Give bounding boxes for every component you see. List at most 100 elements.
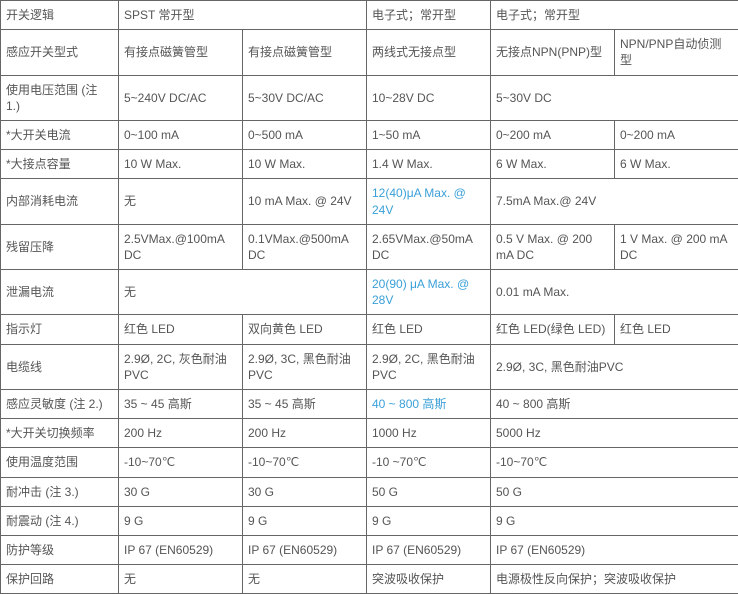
cell: 0.01 mA Max.: [491, 270, 738, 315]
cell: 200 Hz: [119, 419, 243, 448]
label: 感应开关型式: [1, 30, 119, 75]
cell: 0~200 mA: [491, 120, 615, 149]
cell: 9 G: [243, 506, 367, 535]
cell: 2.9Ø, 3C, 黑色耐油PVC: [243, 344, 367, 389]
label: 内部消耗电流: [1, 179, 119, 224]
cell: 1 V Max. @ 200 mA DC: [615, 224, 738, 269]
cell: 红色 LED: [615, 315, 738, 344]
cell: 35 ~ 45 高斯: [243, 390, 367, 419]
cell: 无: [243, 565, 367, 594]
label: 电缆线: [1, 344, 119, 389]
cell: 0~200 mA: [615, 120, 738, 149]
cell: -10 ~70℃: [367, 448, 491, 477]
row-consumption: 内部消耗电流 无 10 mA Max. @ 24V 12(40)μA Max. …: [1, 179, 738, 224]
cell: IP 67 (EN60529): [119, 535, 243, 564]
cell: 无: [119, 565, 243, 594]
cell: 10 mA Max. @ 24V: [243, 179, 367, 224]
spec-table: 开关逻辑 SPST 常开型 电子式；常开型 电子式；常开型 感应开关型式 有接点…: [0, 0, 738, 594]
label: *大开关电流: [1, 120, 119, 149]
cell: 2.9Ø, 2C, 灰色耐油PVC: [119, 344, 243, 389]
row-switch-freq: *大开关切换频率 200 Hz 200 Hz 1000 Hz 5000 Hz: [1, 419, 738, 448]
cell-highlight: 20(90) μA Max. @ 28V: [367, 270, 491, 315]
cell: 有接点磁簧管型: [243, 30, 367, 75]
cell: 200 Hz: [243, 419, 367, 448]
cell: 2.9Ø, 3C, 黑色耐油PVC: [491, 344, 738, 389]
row-capacity: *大接点容量 10 W Max. 10 W Max. 1.4 W Max. 6 …: [1, 150, 738, 179]
cell: 30 G: [119, 477, 243, 506]
cell: 电源极性反向保护；突波吸收保护: [491, 565, 738, 594]
cell: 0~500 mA: [243, 120, 367, 149]
cell: 0.1VMax.@500mA DC: [243, 224, 367, 269]
label: *大开关切换频率: [1, 419, 119, 448]
cell: 10 W Max.: [119, 150, 243, 179]
cell: 35 ~ 45 高斯: [119, 390, 243, 419]
cell: 双向黄色 LED: [243, 315, 367, 344]
label: *大接点容量: [1, 150, 119, 179]
cell: 9 G: [491, 506, 738, 535]
cell: 2.9Ø, 2C, 黑色耐油PVC: [367, 344, 491, 389]
row-shock: 耐冲击 (注 3.) 30 G 30 G 50 G 50 G: [1, 477, 738, 506]
cell: 突波吸收保护: [367, 565, 491, 594]
cell: 红色 LED(绿色 LED): [491, 315, 615, 344]
cell: IP 67 (EN60529): [367, 535, 491, 564]
label: 保护回路: [1, 565, 119, 594]
cell: 1.4 W Max.: [367, 150, 491, 179]
cell: 10 W Max.: [243, 150, 367, 179]
row-logic: 开关逻辑 SPST 常开型 电子式；常开型 电子式；常开型: [1, 1, 738, 30]
label: 使用电压范围 (注 1.): [1, 75, 119, 120]
cell: 1~50 mA: [367, 120, 491, 149]
label: 使用温度范围: [1, 448, 119, 477]
row-circuit: 保护回路 无 无 突波吸收保护 电源极性反向保护；突波吸收保护: [1, 565, 738, 594]
cell: -10~70℃: [119, 448, 243, 477]
cell: 电子式；常开型: [367, 1, 491, 30]
cell: 无: [119, 270, 367, 315]
cell: 6 W Max.: [491, 150, 615, 179]
row-switch-type: 感应开关型式 有接点磁簧管型 有接点磁簧管型 两线式无接点型 无接点NPN(PN…: [1, 30, 738, 75]
cell: 2.5VMax.@100mA DC: [119, 224, 243, 269]
cell: 0.5 V Max. @ 200 mA DC: [491, 224, 615, 269]
cell: 无接点NPN(PNP)型: [491, 30, 615, 75]
cell: -10~70℃: [491, 448, 738, 477]
label: 残留压降: [1, 224, 119, 269]
cell: 5~30V DC/AC: [243, 75, 367, 120]
cell: 9 G: [367, 506, 491, 535]
cell: 0~100 mA: [119, 120, 243, 149]
cell: 两线式无接点型: [367, 30, 491, 75]
row-current: *大开关电流 0~100 mA 0~500 mA 1~50 mA 0~200 m…: [1, 120, 738, 149]
row-cable: 电缆线 2.9Ø, 2C, 灰色耐油PVC 2.9Ø, 3C, 黑色耐油PVC …: [1, 344, 738, 389]
cell: 无: [119, 179, 243, 224]
cell: SPST 常开型: [119, 1, 367, 30]
cell: IP 67 (EN60529): [491, 535, 738, 564]
label: 指示灯: [1, 315, 119, 344]
cell: 电子式；常开型: [491, 1, 738, 30]
cell: IP 67 (EN60529): [243, 535, 367, 564]
cell-highlight: 12(40)μA Max. @ 24V: [367, 179, 491, 224]
cell: 2.65VMax.@50mA DC: [367, 224, 491, 269]
label: 耐震动 (注 4.): [1, 506, 119, 535]
row-vibration: 耐震动 (注 4.) 9 G 9 G 9 G 9 G: [1, 506, 738, 535]
cell: 50 G: [491, 477, 738, 506]
row-indicator: 指示灯 红色 LED 双向黄色 LED 红色 LED 红色 LED(绿色 LED…: [1, 315, 738, 344]
cell: 5~30V DC: [491, 75, 738, 120]
cell: 5~240V DC/AC: [119, 75, 243, 120]
cell: 10~28V DC: [367, 75, 491, 120]
row-sensitivity: 感应灵敏度 (注 2.) 35 ~ 45 高斯 35 ~ 45 高斯 40 ~ …: [1, 390, 738, 419]
row-protection: 防护等级 IP 67 (EN60529) IP 67 (EN60529) IP …: [1, 535, 738, 564]
cell: 红色 LED: [367, 315, 491, 344]
row-leakage: 泄漏电流 无 20(90) μA Max. @ 28V 0.01 mA Max.: [1, 270, 738, 315]
label: 泄漏电流: [1, 270, 119, 315]
cell: 9 G: [119, 506, 243, 535]
label: 防护等级: [1, 535, 119, 564]
cell: 50 G: [367, 477, 491, 506]
cell: 红色 LED: [119, 315, 243, 344]
cell: 40 ~ 800 高斯: [491, 390, 738, 419]
row-temp: 使用温度范围 -10~70℃ -10~70℃ -10 ~70℃ -10~70℃: [1, 448, 738, 477]
cell: 7.5mA Max.@ 24V: [491, 179, 738, 224]
cell-highlight: 40 ~ 800 高斯: [367, 390, 491, 419]
cell: 6 W Max.: [615, 150, 738, 179]
label: 开关逻辑: [1, 1, 119, 30]
cell: NPN/PNP自动侦测型: [615, 30, 738, 75]
row-voltage: 使用电压范围 (注 1.) 5~240V DC/AC 5~30V DC/AC 1…: [1, 75, 738, 120]
label: 耐冲击 (注 3.): [1, 477, 119, 506]
cell: 有接点磁簧管型: [119, 30, 243, 75]
